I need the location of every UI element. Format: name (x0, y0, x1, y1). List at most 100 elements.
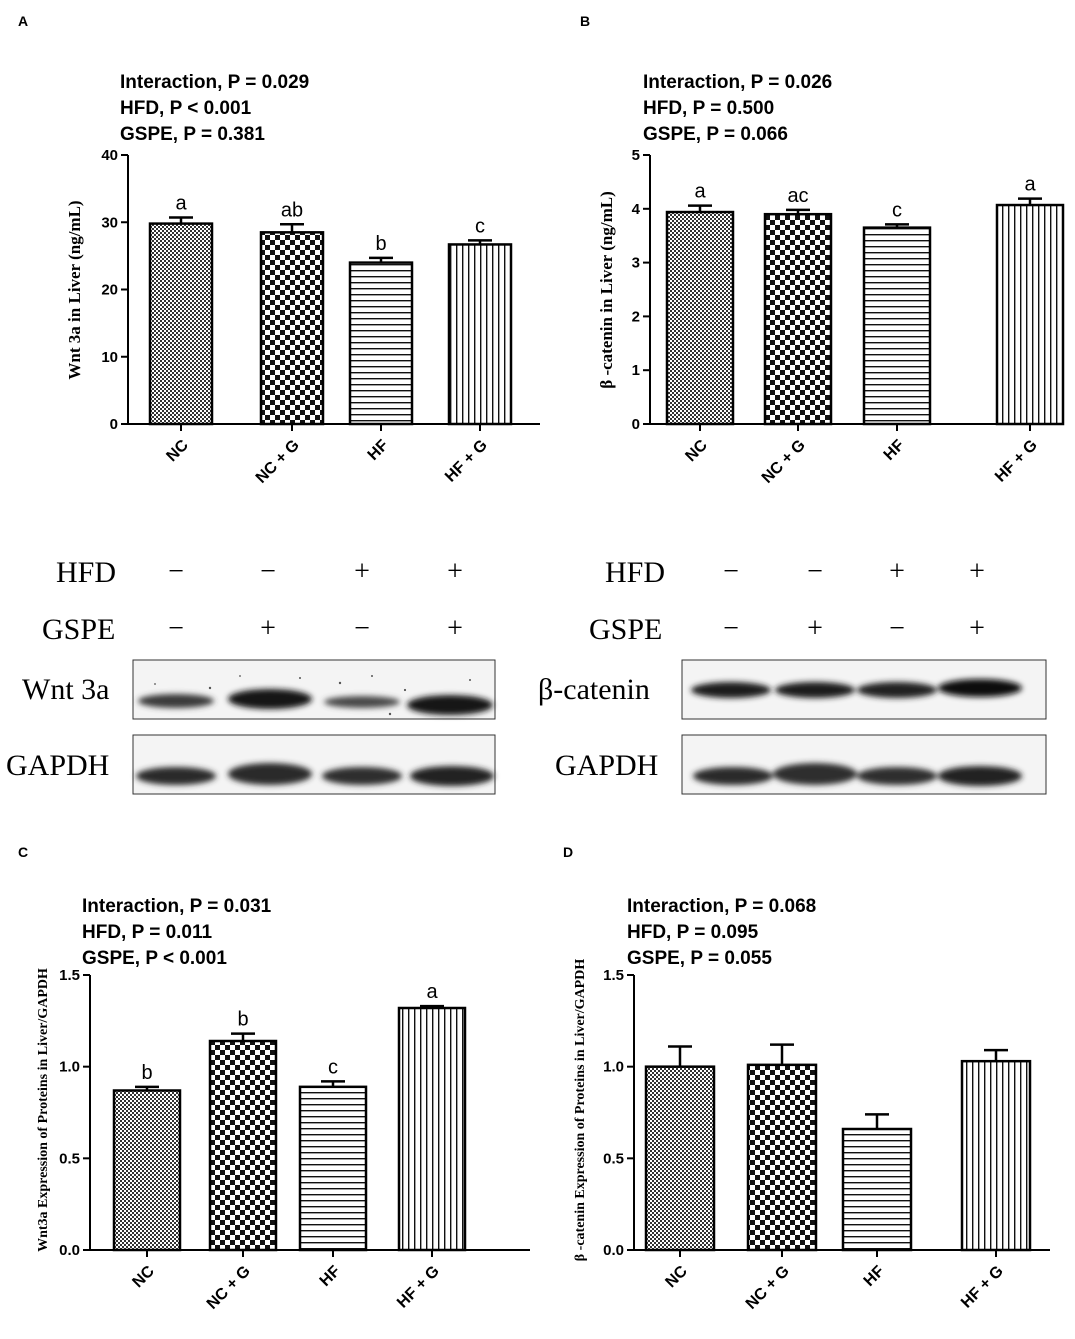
significance-letter: b (141, 1062, 152, 1084)
blot-sign: − (168, 556, 184, 587)
category-label: HF + G (992, 437, 1041, 486)
chart-beta-catenin-western: 0.0 0.5 1.0 1.5 NC NC + G HF HF + G (603, 967, 1050, 1313)
significance-letter: a (175, 193, 187, 215)
western-blot-left: HFD GSPE − − + + − + − + Wnt 3a GAPDH (6, 556, 496, 795)
bar (746, 1063, 818, 1252)
category-label: NC (163, 436, 192, 465)
blot-sign: − (354, 613, 370, 644)
y-tick-label: 10 (101, 349, 118, 366)
blot-sign: + (447, 556, 463, 587)
stats-line: Interaction, P = 0.029 (120, 72, 309, 93)
panel-letter-a: A (18, 13, 28, 29)
chart-wnt3a-elisa: 0 10 20 30 40 a NC ab NC + G b HF c HF + G (101, 147, 540, 487)
category-label: NC + G (204, 1263, 254, 1313)
y-tick-label: 1.0 (603, 1059, 624, 1076)
y-tick-label: 5 (632, 147, 640, 164)
stats-d: Interaction, P = 0.068 HFD, P = 0.095 GS… (627, 896, 816, 969)
blot-row-label-hfd: HFD (56, 556, 116, 589)
category-label: NC + G (743, 1263, 793, 1313)
bar (862, 226, 932, 426)
blot-speckles (154, 675, 471, 716)
blot-band-label-gapdh: GAPDH (6, 749, 109, 782)
y-axis-label-d: β -catenin Expression of Proteins in Liv… (573, 959, 588, 1262)
significance-letter: a (694, 181, 706, 203)
y-tick-label: 40 (101, 147, 118, 164)
blot-sign: − (723, 613, 739, 644)
stats-line: HFD, P < 0.001 (120, 98, 252, 119)
significance-letter: b (375, 233, 386, 255)
category-label: HF (881, 437, 908, 464)
stats-line: HFD, P = 0.011 (82, 922, 213, 943)
bar (208, 1039, 278, 1252)
significance-letter: ac (787, 185, 808, 207)
y-tick-label: 0.0 (603, 1242, 624, 1259)
bar (447, 243, 513, 426)
bar (841, 1127, 913, 1252)
category-label: HF + G (442, 437, 491, 486)
blot-sign: − (168, 613, 184, 644)
y-tick-label: 1 (632, 362, 640, 379)
panel-letter-c: C (18, 844, 28, 860)
y-tick-label: 1.0 (59, 1059, 80, 1076)
bar (665, 210, 735, 426)
category-label: NC (682, 436, 711, 465)
stats-line: GSPE, P = 0.381 (120, 124, 265, 145)
y-axis-label-b: β -catenin in Liver (ng/mL) (597, 191, 616, 389)
blot-sign: + (260, 613, 276, 644)
category-label: NC (129, 1262, 158, 1291)
blot-sign: + (969, 556, 985, 587)
blot-sign: − (260, 556, 276, 587)
significance-letter: c (475, 215, 485, 237)
blot-sign: − (723, 556, 739, 587)
significance-letter: c (328, 1056, 338, 1078)
bar (960, 1059, 1032, 1252)
stats-line: HFD, P = 0.095 (627, 922, 759, 943)
y-tick-label: 20 (101, 282, 118, 299)
significance-letter: c (892, 199, 902, 221)
blot-band-label-gapdh: GAPDH (555, 749, 658, 782)
blot-bands-wnt3a (138, 689, 493, 715)
blot-sign: − (889, 613, 905, 644)
stats-line: HFD, P = 0.500 (643, 98, 774, 119)
blot-row-label-gspe: GSPE (42, 613, 115, 646)
chart-wnt3a-western: 0.0 0.5 1.0 1.5 b NC b NC + G c HF a HF + G (59, 967, 530, 1313)
y-tick-label: 0.5 (59, 1150, 80, 1167)
y-tick-label: 0 (110, 416, 118, 433)
bar (644, 1065, 716, 1252)
y-tick-label: 2 (632, 308, 640, 325)
stats-c: Interaction, P = 0.031 HFD, P = 0.011 GS… (82, 896, 272, 969)
y-tick-label: 4 (632, 201, 641, 218)
y-tick-label: 0 (632, 416, 640, 433)
y-tick-label: 30 (101, 214, 118, 231)
stats-a: Interaction, P = 0.029 HFD, P < 0.001 GS… (120, 72, 309, 145)
blot-bands-gapdh (136, 763, 494, 786)
significance-letter: a (426, 981, 438, 1003)
category-label: HF (317, 1263, 344, 1290)
y-tick-label: 0.0 (59, 1242, 80, 1259)
category-label: HF + G (958, 1263, 1007, 1312)
blot-row-label-hfd: HFD (605, 556, 665, 589)
panel-letter-b: B (580, 13, 590, 29)
stats-line: GSPE, P < 0.001 (82, 948, 227, 969)
blot-sign: + (447, 613, 463, 644)
blot-sign: + (354, 556, 370, 587)
panel-letter-d: D (563, 844, 573, 860)
western-blot-right: HFD GSPE − − + + − + − + β-catenin GAPDH (538, 556, 1047, 795)
stats-line: GSPE, P = 0.055 (627, 948, 772, 969)
bar (348, 261, 414, 426)
bar (397, 1006, 467, 1252)
blot-sign: + (969, 613, 985, 644)
blot-bands-gapdh (693, 763, 1022, 786)
stats-line: Interaction, P = 0.068 (627, 896, 816, 917)
y-axis-label-c: Wnt3a Expression of Proteins in Liver/GA… (36, 968, 51, 1252)
bar (298, 1085, 368, 1252)
y-tick-label: 1.5 (59, 967, 80, 984)
blot-sign: + (807, 613, 823, 644)
stats-line: Interaction, P = 0.026 (643, 72, 832, 93)
blot-sign: + (889, 556, 905, 587)
stats-line: Interaction, P = 0.031 (82, 896, 272, 917)
bar (259, 231, 325, 426)
bar (995, 203, 1065, 426)
blot-sign: − (807, 556, 823, 587)
